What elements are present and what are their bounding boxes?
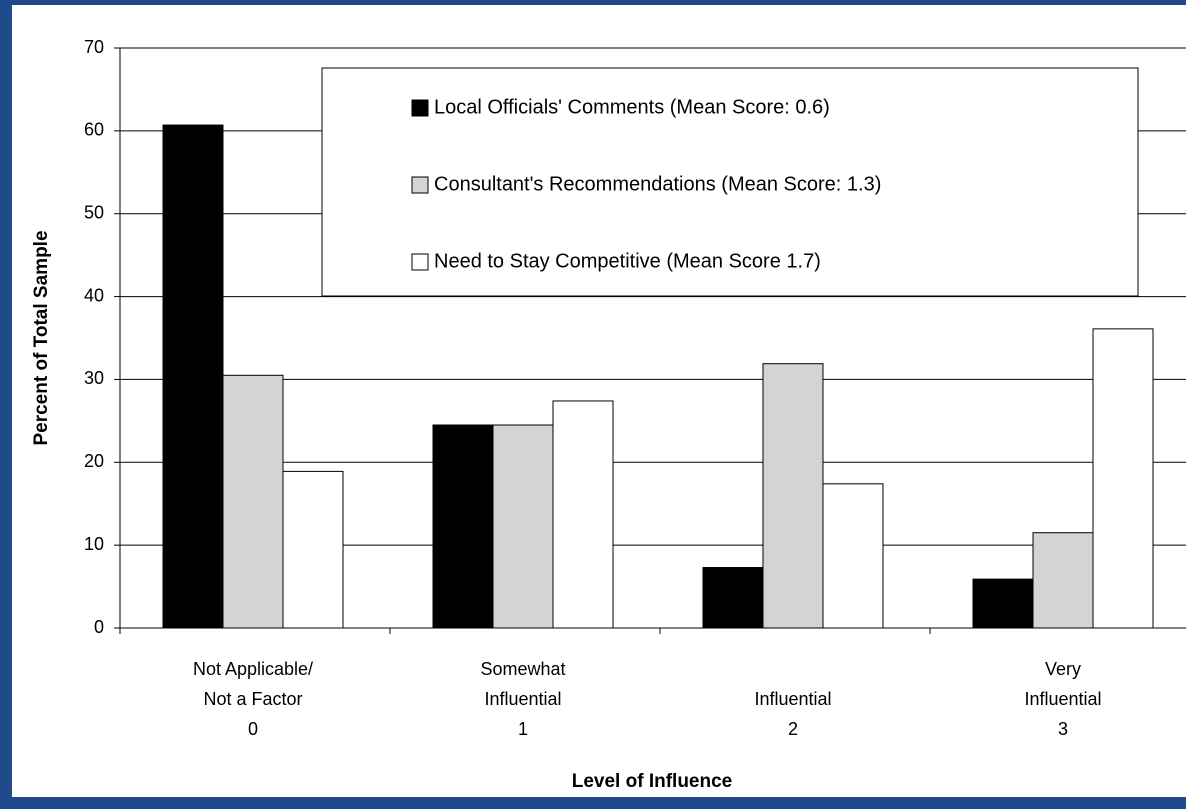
legend-swatch [411, 176, 429, 194]
x-tick-label: Somewhat [480, 659, 565, 679]
bar [552, 400, 614, 629]
legend-swatch [411, 99, 429, 117]
legend-label: Consultant's Recommendations (Mean Score… [434, 173, 881, 195]
bar [1092, 328, 1154, 629]
y-tick-label: 30 [84, 368, 104, 388]
legend [321, 67, 1139, 297]
x-tick-label: Not a Factor [203, 689, 302, 709]
x-tick-label: 2 [788, 719, 798, 739]
x-tick-label: Influential [1024, 689, 1101, 709]
legend-swatch [411, 253, 429, 271]
y-tick-label: 40 [84, 285, 104, 305]
legend-label: Need to Stay Competitive (Mean Score 1.7… [434, 250, 821, 272]
legend-label: Local Officials' Comments (Mean Score: 0… [434, 96, 830, 118]
x-tick-label: Influential [484, 689, 561, 709]
bar [702, 567, 764, 629]
x-axis-label: Level of Influence [572, 771, 732, 792]
y-tick-label: 0 [94, 617, 104, 637]
y-tick-label: 50 [84, 202, 104, 222]
bar [222, 374, 284, 629]
bar [282, 470, 344, 629]
y-axis-label: Percent of Total Sample [31, 230, 52, 445]
x-tick-label: 3 [1058, 719, 1068, 739]
x-tick-label: Not Applicable/ [193, 659, 313, 679]
bar [432, 424, 494, 629]
y-tick-label: 70 [84, 37, 104, 57]
y-tick-label: 60 [84, 120, 104, 140]
bar [1032, 532, 1094, 629]
bar [972, 578, 1034, 629]
x-tick-label: Very [1045, 659, 1081, 679]
x-tick-label: 0 [248, 719, 258, 739]
bar [492, 424, 554, 629]
bar [762, 363, 824, 629]
y-tick-label: 10 [84, 534, 104, 554]
x-tick-label: 1 [518, 719, 528, 739]
bar [162, 124, 224, 629]
bar [822, 483, 884, 629]
x-tick-label: Influential [754, 689, 831, 709]
y-tick-label: 20 [84, 451, 104, 471]
